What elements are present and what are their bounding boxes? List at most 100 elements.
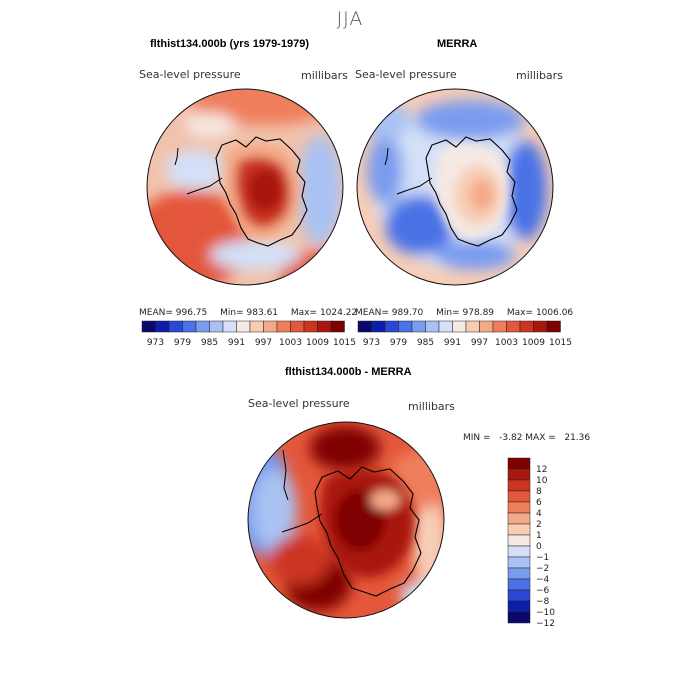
model-colorbar-swatch-6 — [222, 320, 237, 333]
panel-model-stats: MEAN= 996.75 Min= 983.61 Max= 1024.22 — [139, 309, 357, 318]
model-min-label: Min= — [220, 308, 244, 318]
diff-colorbar-tick-label: −8 — [536, 597, 550, 607]
model-low-s — [210, 240, 300, 270]
merra-peninsula-outline — [396, 177, 433, 195]
merra-antarctica-outline — [425, 136, 518, 247]
panel-diff-title: flthist134.000b - MERRA — [285, 366, 412, 378]
panel-merra-stats: MEAN= 989.70 Min= 978.89 Max= 1006.06 — [355, 309, 573, 318]
diff-colorbar-tick-label: 10 — [536, 476, 548, 486]
model-colorbar-swatch-13 — [317, 320, 332, 333]
model-colorbar-swatch-10 — [276, 320, 291, 333]
map-diff — [248, 422, 444, 618]
diff-peninsula-outline — [281, 513, 323, 533]
model-colorbar-swatch-14 — [330, 320, 345, 333]
panel-model-units: millibars — [301, 69, 348, 82]
model-neutral-nw — [185, 113, 235, 137]
diff-colorbar-tick-label: −6 — [536, 586, 550, 596]
diff-colorbar-tick-label: 1 — [536, 531, 542, 541]
diff-colorbar-tick-label: −4 — [536, 575, 550, 585]
diff-south-america-outline — [282, 449, 289, 501]
diff-colorbar-swatch-13 — [507, 600, 531, 613]
diff-colorbar-swatch-8 — [507, 545, 531, 558]
model-colorbar-swatch-2 — [168, 320, 183, 333]
model-colorbar-swatch-8 — [249, 320, 264, 333]
diff-colorbar-tick-label: −2 — [536, 564, 549, 574]
diff-map-border — [247, 421, 445, 619]
merra-colorbar-swatch-0 — [357, 320, 372, 333]
merra-colorbar: 973 979 985 991 997 1003 1009 1015 — [357, 320, 572, 348]
model-colorbar-swatch-1 — [155, 320, 170, 333]
map-model — [147, 89, 343, 285]
diff-colorbar-swatch-1 — [507, 468, 531, 481]
merra-low-n — [415, 100, 525, 140]
panel-diff-field-label: Sea-level pressure — [248, 397, 350, 410]
merra-low-sw — [385, 195, 455, 255]
panel-model-title: flthist134.000b (yrs 1979-1979) — [150, 38, 309, 50]
diff-colorbar-swatch-4 — [507, 501, 531, 514]
diff-colorbar-swatch-7 — [507, 534, 531, 547]
diff-colorbar-swatch-12 — [507, 589, 531, 602]
diff-neg-w2 — [253, 470, 297, 550]
merra-colorbar-tick-label: 985 — [417, 338, 434, 348]
panel-merra-title: MERRA — [437, 38, 478, 50]
merra-colorbar-swatch-11 — [506, 320, 521, 333]
model-max-value: 1024.22 — [319, 308, 358, 318]
diff-colorbar-swatch-3 — [507, 490, 531, 503]
merra-colorbar-tick-label: 973 — [363, 338, 380, 348]
model-colorbar-tick-label: 973 — [147, 338, 164, 348]
diff-colorbar-swatch-10 — [507, 567, 531, 580]
merra-south-america-outline — [384, 147, 389, 166]
merra-ice-peak — [470, 179, 494, 211]
diff-colorbar-tick-label: 2 — [536, 520, 542, 530]
merra-colorbar-swatch-3 — [398, 320, 413, 333]
diff-colorbar-swatch-14 — [507, 611, 531, 624]
model-low-e — [298, 135, 342, 245]
merra-low-s — [435, 240, 515, 270]
diff-colorbar-tick-label: 0 — [536, 542, 542, 552]
model-colorbar-swatch-5 — [209, 320, 224, 333]
diff-colorbar-tick-label: −12 — [536, 619, 555, 629]
diff-colorbar-swatch-2 — [507, 479, 531, 492]
model-colorbar-swatch-12 — [303, 320, 318, 333]
merra-colorbar-swatch-13 — [533, 320, 548, 333]
diff-colorbar-swatch-6 — [507, 523, 531, 536]
merra-colorbar-tick-label: 997 — [471, 338, 488, 348]
panel-diff-minmax: MIN = -3.82 MAX = 21.36 — [463, 433, 591, 443]
model-colorbar-swatch-4 — [195, 320, 210, 333]
merra-min-value: 978.89 — [462, 308, 495, 318]
merra-colorbar-swatch-7 — [452, 320, 467, 333]
merra-low-w — [367, 135, 403, 205]
merra-max-label: Max= — [506, 308, 534, 318]
merra-colorbar-swatch-2 — [384, 320, 399, 333]
diff-high-n — [310, 426, 380, 470]
merra-colorbar-tick-label: 991 — [444, 338, 461, 348]
diff-antarctica-outline — [314, 466, 422, 597]
model-low-w — [165, 150, 225, 190]
model-south-america-outline — [174, 147, 179, 166]
diff-colorbar-tick-label: 8 — [536, 487, 542, 497]
diff-colorbar-tick-label: −1 — [536, 553, 549, 563]
model-antarctica-outline — [215, 136, 308, 247]
model-map-border — [146, 88, 344, 286]
model-colorbar-tick-label: 979 — [174, 338, 191, 348]
model-mean-value: 996.75 — [175, 308, 208, 318]
panel-merra-units: millibars — [516, 69, 563, 82]
merra-max-value: 1006.06 — [535, 308, 574, 318]
merra-colorbar-tick-label: 1015 — [549, 338, 572, 348]
diff-colorbar-tick-label: 6 — [536, 498, 542, 508]
model-max-label: Max= — [290, 308, 318, 318]
model-mean-label: MEAN= — [139, 308, 173, 318]
model-colorbar-tick-label: 997 — [255, 338, 272, 348]
diff-ice-spot — [370, 490, 400, 510]
merra-colorbar-swatch-8 — [465, 320, 480, 333]
season-title: JJA — [336, 8, 364, 30]
merra-mean-label: MEAN= — [355, 308, 389, 318]
merra-colorbar-tick-label: 979 — [390, 338, 407, 348]
merra-colorbar-swatch-5 — [425, 320, 440, 333]
model-peninsula-outline — [186, 177, 223, 195]
diff-colorbar-swatch-0 — [507, 457, 531, 470]
merra-map-border — [356, 88, 554, 286]
model-colorbar-swatch-11 — [290, 320, 305, 333]
